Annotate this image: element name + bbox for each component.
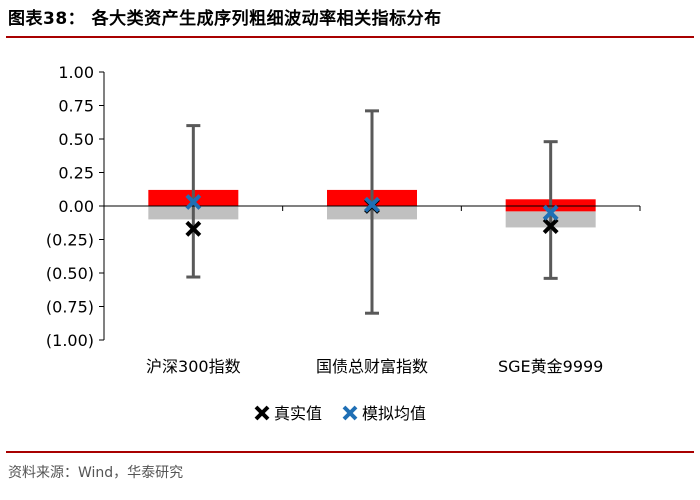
legend-marker-1 [342,405,358,421]
legend-marker-0-stroke-1 [254,405,270,421]
y-tick-label-1: 0.75 [58,97,94,116]
y-tick-label-7: (0.75) [46,298,94,317]
y-tick-label-2: 0.50 [58,130,94,149]
true-value-marker-cat-2 [542,218,559,235]
y-tick-label-6: (0.50) [46,264,94,283]
true-value-marker-cat-0-stroke-b [185,220,202,237]
sim-mean-marker-cat-1 [364,196,380,213]
true-value-marker-cat-2-stroke-b [542,218,559,235]
footer-rule [6,451,694,453]
sim-mean-marker-cat-2 [542,204,559,221]
y-tick-label-3: 0.25 [58,164,94,183]
legend: 真实值 模拟均值 [254,404,426,423]
chart-title: 图表38： 各大类资产生成序列粗细波动率相关指标分布 [8,9,442,29]
sim-mean-marker-cat-2-stroke-b [542,204,559,221]
category-label-0: 沪深300指数 [146,357,241,376]
category-label-1: 国债总财富指数 [316,357,428,376]
y-tick-label-0: 1.00 [58,63,94,82]
legend-label-0: 真实值 [274,404,322,423]
y-tick-label-8: (1.00) [46,331,94,350]
title-rule [6,36,694,38]
sim-mean-marker-cat-1-stroke-b [364,196,380,213]
sim-mean-marker-cat-0-stroke-b [185,194,202,210]
source-note: 资料来源：Wind，华泰研究 [8,465,184,481]
category-label-2: SGE黄金9999 [498,357,603,376]
legend-label-1: 模拟均值 [362,404,426,423]
true-value-marker-cat-0 [185,220,202,237]
legend-marker-1-stroke-1 [342,405,358,421]
sim-mean-marker-cat-0 [185,194,202,210]
box-plot-chart: 1.00 0.75 0.50 0.25 0.00 (0.25) (0.50) (0.75) (1… [46,63,641,423]
legend-marker-0 [254,405,270,421]
y-tick-label-5: (0.25) [46,231,94,250]
y-tick-label-4: 0.00 [58,197,94,216]
